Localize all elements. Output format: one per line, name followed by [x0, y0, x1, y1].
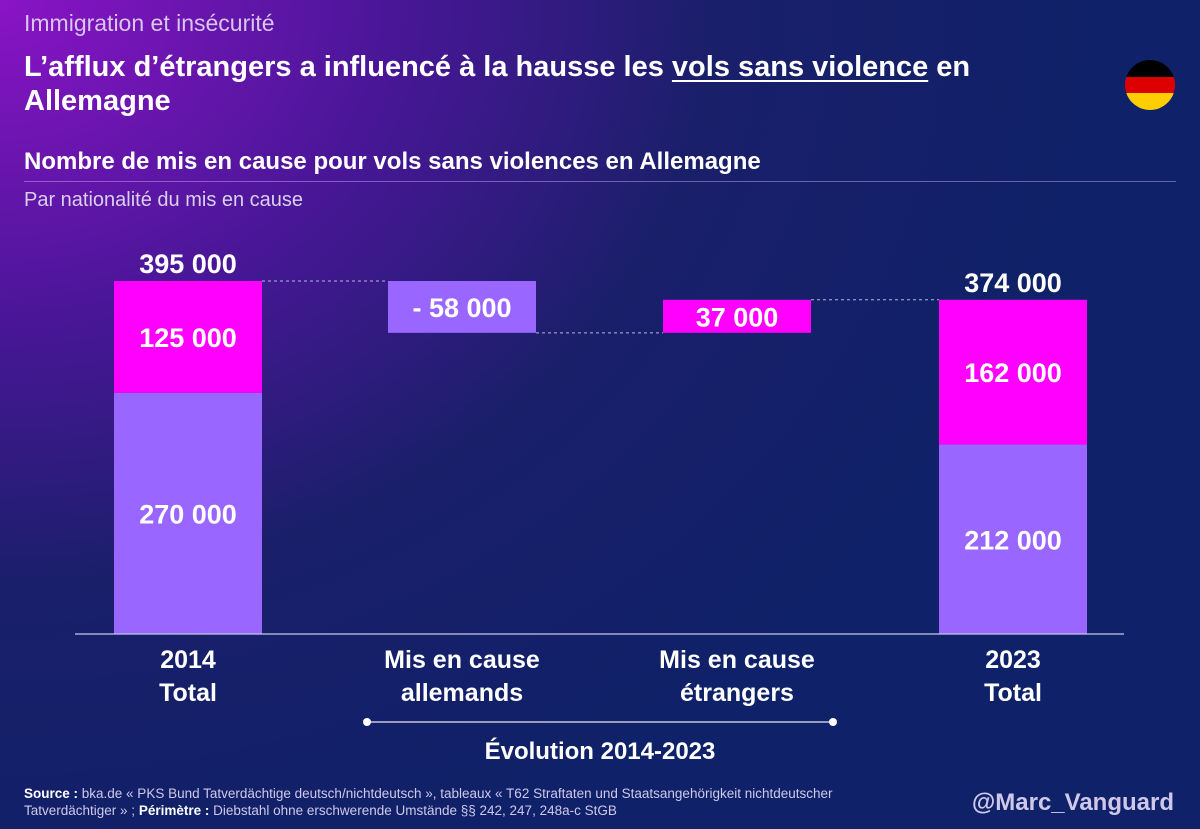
bar-segment-german	[114, 392, 262, 634]
category-label: étrangers	[680, 679, 794, 707]
source-note: Source : bka.de « PKS Bund Tatverdächtig…	[24, 786, 924, 820]
data-label: 162 000	[964, 358, 1062, 388]
chart-subtitle: Nombre de mis en cause pour vols sans vi…	[24, 148, 761, 175]
total-label: 395 000	[139, 249, 237, 279]
category-label: 2023	[985, 646, 1041, 674]
page-title: L’afflux d’étrangers a influencé à la ha…	[24, 50, 1114, 118]
category-label: 2014	[160, 646, 216, 674]
data-label: 37 000	[696, 302, 779, 332]
total-label: 374 000	[964, 268, 1062, 298]
title-part-2: en Allemagne	[24, 51, 971, 118]
title-underlined: vols sans violence	[671, 51, 929, 83]
perimetre-text: Diebstahl ohne erschwerende Umstände §§ …	[209, 802, 617, 818]
bracket-dot-left	[363, 718, 371, 726]
bar-delta-foreign	[663, 299, 811, 333]
data-label: - 58 000	[412, 293, 511, 323]
source-text: bka.de « PKS Bund Tatverdächtige deutsch…	[24, 786, 833, 818]
author-handle: @Marc_Vanguard	[971, 789, 1174, 816]
bar-segment-german	[939, 444, 1087, 634]
bar-segment-foreign	[114, 281, 262, 393]
title-part-1: L’afflux d’étrangers a influencé à la ha…	[24, 51, 672, 83]
flag-stripe-black	[1125, 60, 1175, 77]
bracket-dot-right	[829, 718, 837, 726]
data-label: 125 000	[139, 323, 237, 353]
data-label: 212 000	[964, 525, 1062, 555]
category-label: Mis en cause	[659, 646, 815, 674]
germany-flag-icon	[1125, 60, 1175, 110]
bar-delta-german	[388, 281, 536, 333]
divider	[24, 181, 1176, 182]
flag-stripe-red	[1125, 76, 1175, 94]
category-label: Total	[159, 679, 217, 707]
category-label: Total	[984, 679, 1042, 707]
category-label: Mis en cause	[384, 646, 540, 674]
data-label: 270 000	[139, 499, 237, 529]
bracket-label: Évolution 2014-2023	[485, 737, 716, 765]
perimetre-label: Périmètre :	[138, 802, 210, 818]
flag-stripe-gold	[1125, 93, 1175, 110]
bar-segment-foreign	[939, 299, 1087, 445]
source-label: Source :	[24, 786, 79, 801]
kicker: Immigration et insécurité	[24, 10, 275, 36]
chart-subnote: Par nationalité du mis en cause	[24, 189, 304, 211]
category-label: allemands	[401, 679, 523, 707]
